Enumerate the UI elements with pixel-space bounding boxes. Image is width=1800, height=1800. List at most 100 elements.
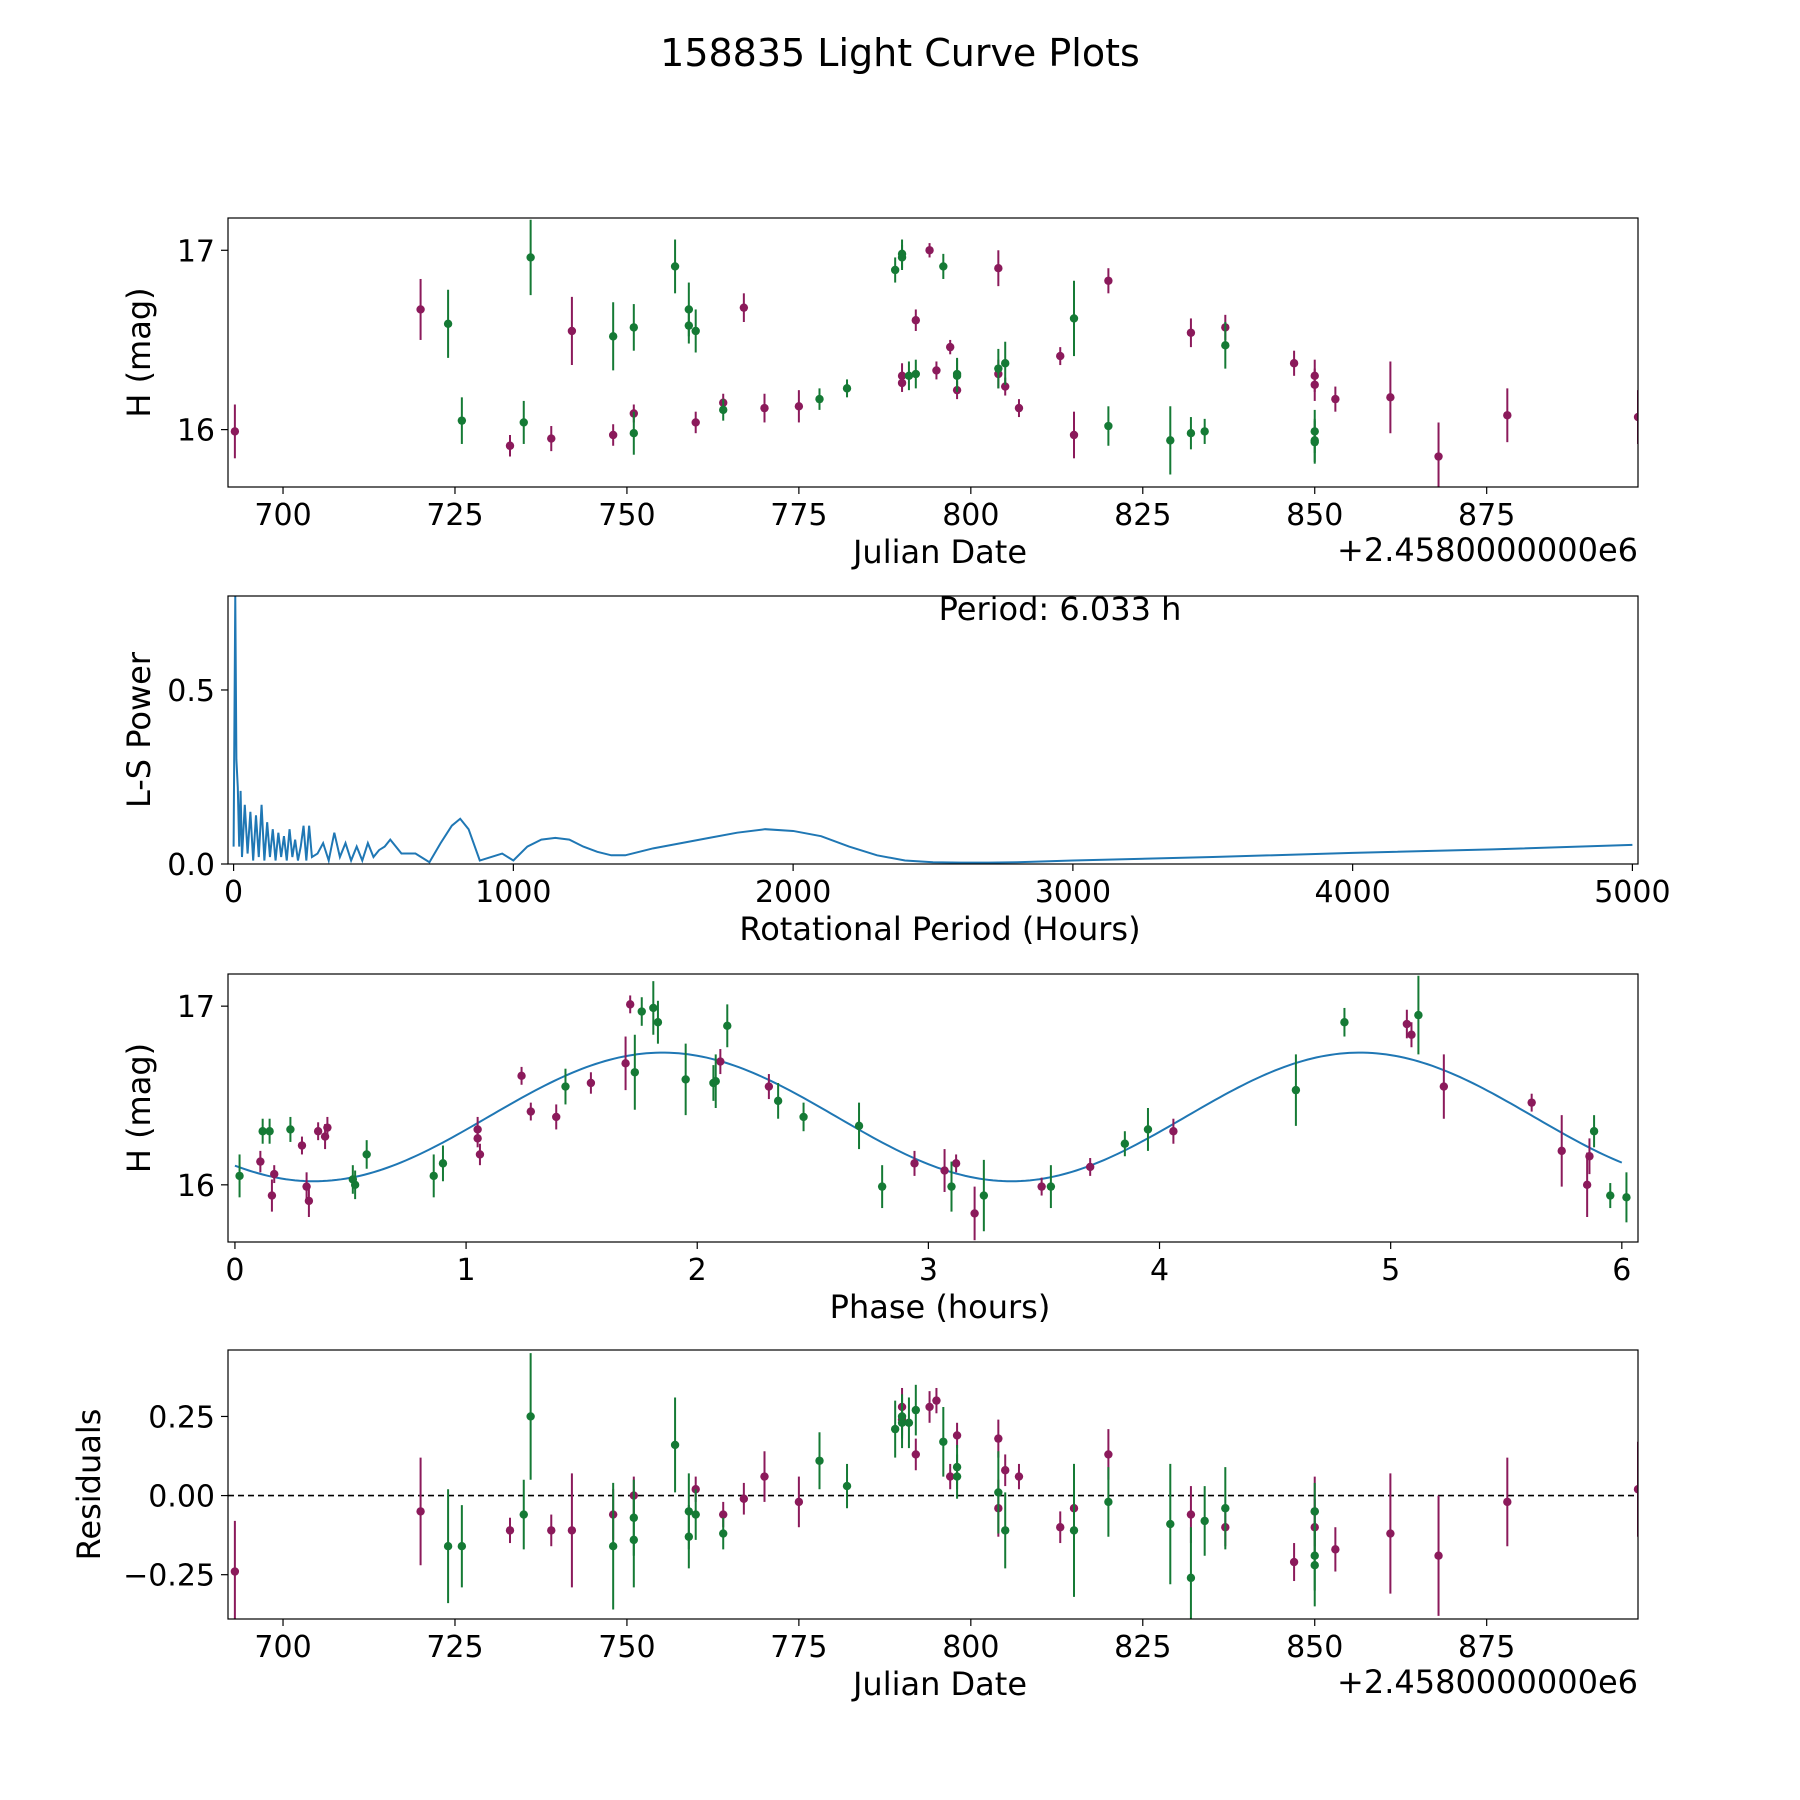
data-point [526,253,535,262]
x-tick-label: 725 [426,1630,483,1665]
series-line-ls-power [232,596,1633,864]
series-band-2 [443,1353,1319,1619]
data-point [1001,1466,1010,1475]
data-point [760,1472,769,1481]
data-point [670,262,680,271]
x-tick-label: 2 [688,1253,707,1288]
data-point [1503,1497,1512,1507]
data-point [1186,1510,1196,1519]
data-point [567,1526,577,1535]
data-point [1386,393,1395,402]
data-point [842,1481,852,1491]
data-point [904,1418,914,1427]
data-point [1434,1551,1443,1560]
data-point [270,1169,279,1179]
data-point [649,1003,658,1013]
data-point [526,1412,535,1421]
data-point [719,1529,728,1538]
data-point [629,323,639,332]
data-point [443,319,453,329]
x-tick-label: 800 [942,1630,999,1665]
data-point [416,1507,425,1516]
x-tick-label: 750 [598,498,655,533]
data-point [890,1424,900,1434]
data-point [1104,1497,1113,1507]
y-tick-label: 17 [177,990,215,1025]
data-point [815,394,824,404]
data-point [1221,1504,1230,1513]
data-point [1633,1485,1638,1494]
data-point [994,364,1003,373]
x-axis-label: Phase (hours) [830,1288,1051,1326]
data-point [1166,436,1175,445]
x-axis-label: Julian Date [851,1665,1027,1703]
data-point [586,1078,596,1088]
data-point [719,405,728,415]
data-point [994,264,1003,273]
data-point [457,1542,467,1551]
data-point [519,418,528,427]
data-point [877,1182,887,1191]
data-point [911,1405,921,1415]
plot-area [228,1353,1638,1619]
panel-light-curve: 700 725 750 775 800 825 850 875 16 17 Julian Date H… [120,217,1639,571]
data-point [1582,1180,1592,1190]
data-point [526,1107,536,1116]
x-tick-label: 750 [598,1630,655,1665]
x-tick-label: 875 [1458,1630,1515,1665]
data-point [629,1535,639,1545]
x-tick-label: 6 [1612,1253,1631,1288]
series-band-1 [256,995,1594,1241]
data-point [1069,314,1079,323]
x-tick-label: 775 [770,1630,827,1665]
data-point [1046,1182,1056,1191]
x-tick-label: 1000 [475,875,551,910]
data-point [952,1462,962,1472]
data-point [1085,1162,1095,1172]
data-point [1186,1573,1196,1583]
data-point [773,1096,783,1106]
data-point [1001,382,1010,391]
data-point [1310,1507,1319,1516]
data-point [945,342,955,352]
data-point [1014,1472,1024,1481]
data-point [1104,1450,1113,1459]
data-point [1310,380,1319,389]
data-point [1200,427,1209,436]
x-tick-label: 725 [426,498,483,533]
data-point [608,332,618,341]
data-point [947,1182,956,1191]
data-point [1166,1519,1175,1529]
data-point [1014,403,1024,413]
data-point [1386,1529,1395,1538]
y-tick-label: −0.25 [123,1559,215,1594]
data-point [1585,1152,1594,1161]
data-point [1104,276,1113,285]
data-point [723,1021,732,1031]
x-tick-label: 3 [919,1253,938,1288]
plot-area [234,975,1631,1241]
data-point [1289,359,1299,368]
x-tick-label: 775 [770,498,827,533]
data-point [1340,1018,1349,1027]
data-point [970,1209,979,1218]
data-point [519,1510,528,1519]
data-point [267,1191,277,1200]
series-band-1 [230,243,1638,487]
data-point [1310,1561,1319,1570]
y-tick-label: 16 [177,1169,215,1204]
data-point [429,1171,438,1181]
x-tick-label: 4 [1150,1253,1169,1288]
data-point [230,427,240,436]
data-point [230,1567,240,1576]
plot-area [230,219,1638,487]
y-tick-label: 16 [177,414,215,449]
y-tick-label: 0.25 [148,1400,215,1435]
data-point [323,1123,332,1132]
y-tick-label: 0.0 [167,848,215,883]
data-point [625,1000,635,1009]
data-point [904,371,914,381]
plot-area [232,596,1633,864]
